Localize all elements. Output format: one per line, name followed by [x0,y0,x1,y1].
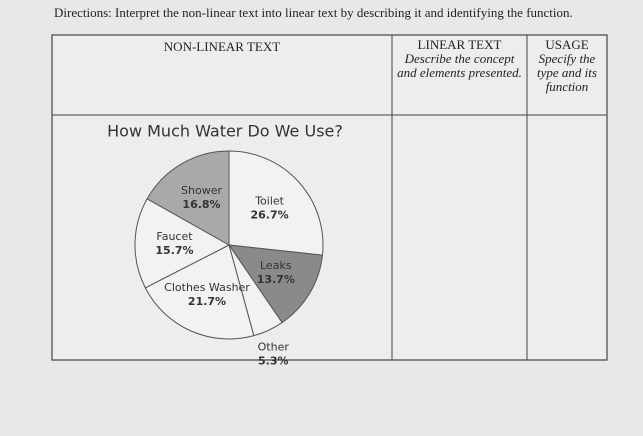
slice-value: 26.7% [250,209,288,222]
slice-label: Leaks [260,259,292,272]
pie-slice [134,198,231,289]
header: NON-LINEAR TEXT [163,39,281,54]
slice-label: Toilet [254,195,284,208]
slice-value: 13.7% [257,273,295,286]
slice-label: Other [258,341,290,354]
slice-value: 16.8% [182,198,220,211]
chart-title: How Much Water Do We Use? [107,122,343,141]
slice-value: 5.3% [258,355,289,368]
slice-label: Faucet [156,230,193,243]
slice-label: Clothes Washer [164,281,250,294]
slice-value: 21.7% [188,295,226,308]
pie-slice [227,244,323,324]
table-border [51,34,608,361]
header-title: USAGE [545,37,589,52]
slice-label: Shower [181,184,222,197]
pie-slice [228,150,324,256]
slice-value: 15.7% [155,244,193,257]
header: USAGE Specify the type and its function [529,38,605,94]
pie-slice [146,150,230,246]
directions: Directions: Interpret the non-linear tex… [54,5,573,20]
header: LINEAR TEXT Describe the concept and ele… [394,38,525,80]
pie-slice [144,244,255,340]
header-note: Describe the concept and elements presen… [397,51,522,80]
header-title: LINEAR TEXT [417,37,502,52]
header-note: Specify the type and its function [537,51,597,94]
